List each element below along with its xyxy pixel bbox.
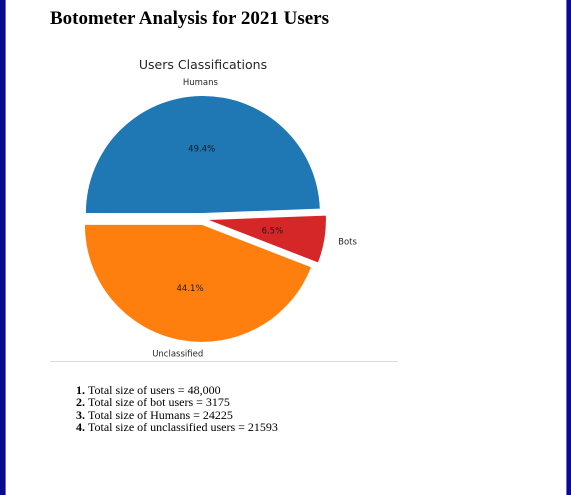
window-frame-left: [0, 0, 6, 495]
pie-category-label-bots: Bots: [338, 238, 357, 248]
stat-total-users: Total size of users = 48,000: [88, 384, 278, 397]
pie-chart: Users Classifications 49.4% Humans 6.5% Bot…: [84, 57, 358, 360]
window-frame-right: [566, 0, 571, 495]
pie-slice-bots: [208, 215, 326, 263]
page-title: Botometer Analysis for 2021 Users: [50, 8, 329, 29]
stat-bot-users: Total size of bot users = 3175: [88, 396, 278, 409]
pie-percent-label-humans: 49.4%: [188, 145, 215, 155]
stats-list: Total size of users = 48,000 Total size …: [48, 384, 278, 433]
pie-percent-label-bots: 6.5%: [262, 227, 284, 237]
pie-slice-unclassified: [84, 224, 311, 342]
stat-human-users: Total size of Humans = 24225: [88, 408, 278, 421]
chart-divider: [50, 361, 398, 362]
pie-category-label-unclassified: Unclassified: [152, 350, 203, 360]
chart-title: Users Classifications: [139, 57, 267, 72]
pie-slice-humans: [85, 96, 320, 214]
pie-category-label-humans: Humans: [183, 78, 219, 88]
pie-percent-label-unclassified: 44.1%: [177, 284, 204, 294]
stat-unclassified-users: Total size of unclassified users = 21593: [88, 421, 278, 434]
